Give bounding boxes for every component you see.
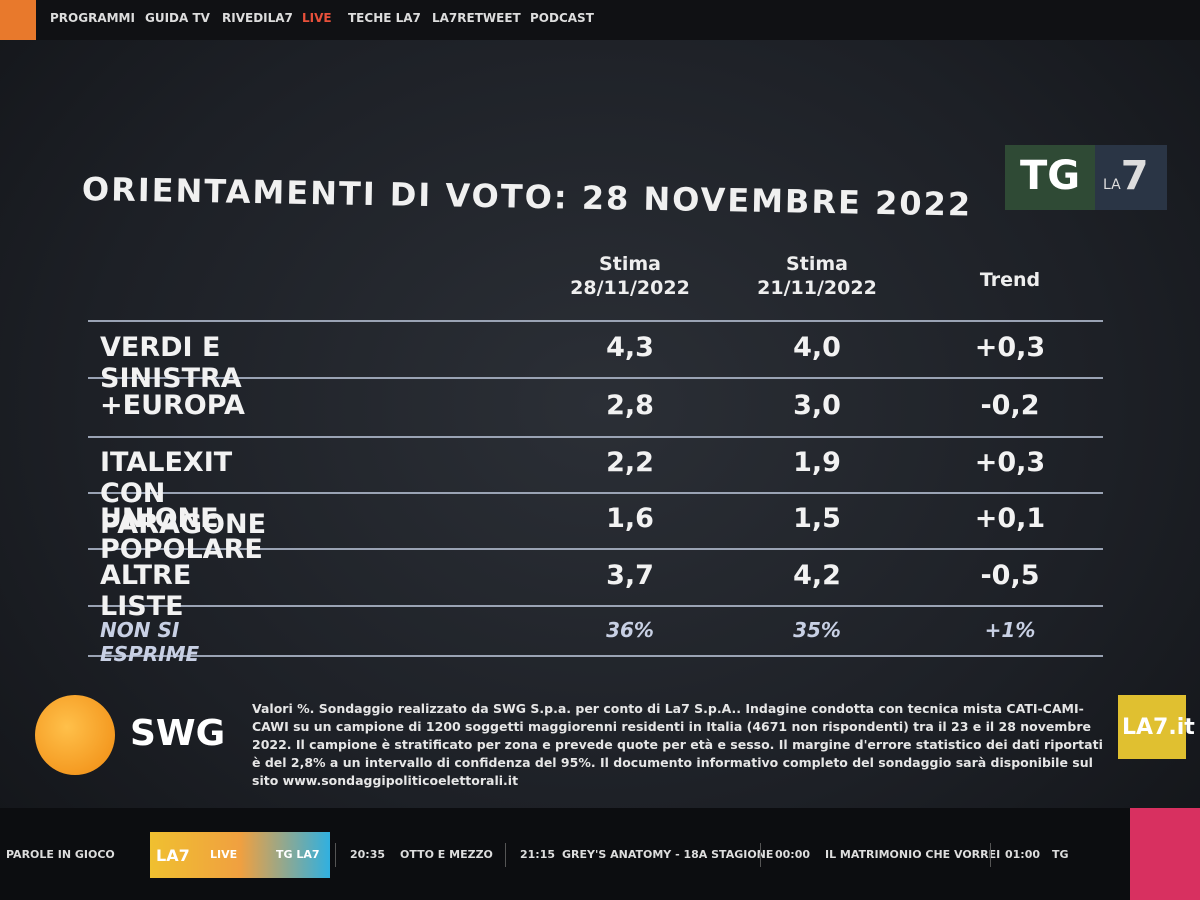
cell-value: 1,5 bbox=[793, 503, 841, 534]
schedule-time[interactable]: 00:00 bbox=[775, 848, 811, 861]
column-header-line: 21/11/2022 bbox=[757, 277, 877, 299]
cell-value: 4,0 bbox=[793, 331, 841, 363]
separator bbox=[505, 843, 506, 867]
cell-value: +0,3 bbox=[974, 447, 1046, 478]
pink-tab[interactable] bbox=[1130, 808, 1200, 900]
cell-value: -0,5 bbox=[980, 559, 1040, 591]
cell-party: ALTRE LISTE bbox=[100, 559, 192, 622]
nav-item[interactable]: PROGRAMMI bbox=[50, 11, 135, 25]
corner-logo: LA7.it bbox=[1118, 695, 1195, 759]
live-box[interactable]: LA7 LIVE TG LA7 bbox=[150, 832, 330, 878]
logo-la7: LA7 bbox=[1095, 145, 1167, 210]
row-divider bbox=[88, 377, 1103, 379]
schedule-time[interactable]: 01:00 bbox=[1005, 848, 1041, 861]
column-header-line: 28/11/2022 bbox=[570, 277, 690, 299]
nav-item[interactable]: LIVE bbox=[302, 11, 332, 25]
column-header: Trend bbox=[925, 268, 1095, 292]
corner-it: .it bbox=[1168, 715, 1195, 740]
swg-logo: SWG bbox=[35, 695, 235, 775]
schedule-bar: PAROLE IN GIOCO LA7 LIVE TG LA7 20:35 OTT… bbox=[0, 808, 1200, 900]
cell-value: 4,2 bbox=[793, 559, 841, 591]
cell-value: 4,3 bbox=[606, 331, 654, 363]
nav-item[interactable]: RIVEDILA7 bbox=[222, 11, 293, 25]
live-logo: LA7 bbox=[156, 846, 190, 865]
schedule-title[interactable]: IL MATRIMONIO CHE VORREI bbox=[825, 848, 1001, 861]
cell-value: -0,2 bbox=[980, 389, 1040, 421]
title: ORIENTAMENTI DI VOTO: 28 NOVEMBRE 2022 bbox=[81, 170, 973, 224]
cell-party: +EUROPA bbox=[100, 389, 245, 421]
swg-ball bbox=[35, 695, 115, 775]
cell-party: UNIONE POPOLARE bbox=[100, 503, 263, 565]
footnote: Valori %. Sondaggio realizzato da SWG S.… bbox=[252, 701, 1103, 788]
column-header: Stima 28/11/2022 bbox=[545, 252, 715, 300]
nav-bar: PROGRAMMI GUIDA TV RIVEDILA7 LIVE TECHE LA7 L… bbox=[0, 0, 1200, 40]
nav-item[interactable]: TECHE LA7 bbox=[348, 11, 421, 25]
corner-la7: LA7 bbox=[1122, 715, 1169, 740]
cell-value: +0,3 bbox=[974, 331, 1046, 363]
cell-value: 3,7 bbox=[606, 559, 654, 591]
cell-value: 1,9 bbox=[793, 447, 841, 478]
cell-party: NON SI ESPRIME bbox=[100, 618, 200, 666]
logo-7: 7 bbox=[1120, 153, 1149, 199]
cell-party: VERDI E SINISTRA bbox=[100, 331, 242, 394]
tg-logo: TG LA7 bbox=[1005, 145, 1167, 210]
row-divider bbox=[88, 548, 1103, 550]
cell-value: 36% bbox=[606, 618, 654, 642]
schedule-title[interactable]: TG bbox=[1052, 848, 1069, 861]
cell-value: +0,1 bbox=[974, 503, 1046, 534]
logo-tg: TG bbox=[1005, 145, 1095, 210]
separator bbox=[760, 843, 761, 867]
schedule-time[interactable]: 20:35 bbox=[350, 848, 386, 861]
nav-item[interactable]: LA7RETWEET bbox=[432, 11, 521, 25]
current-show[interactable]: PAROLE IN GIOCO bbox=[6, 848, 115, 861]
cell-value: 1,6 bbox=[606, 503, 654, 534]
cell-value: 2,8 bbox=[606, 389, 654, 421]
column-header: Stima 21/11/2022 bbox=[732, 252, 902, 300]
cell-value: 35% bbox=[793, 618, 841, 642]
schedule-title[interactable]: OTTO E MEZZO bbox=[400, 848, 493, 861]
swg-text: SWG bbox=[130, 713, 226, 754]
site-logo[interactable] bbox=[0, 0, 36, 40]
separator bbox=[335, 843, 336, 867]
live-label: LIVE bbox=[210, 848, 238, 861]
column-header-line: Stima bbox=[786, 253, 848, 275]
column-header-line: Trend bbox=[979, 269, 1041, 291]
nav-item[interactable]: GUIDA TV bbox=[145, 11, 210, 25]
cell-value: +1% bbox=[984, 618, 1036, 642]
nav-item[interactable]: PODCAST bbox=[530, 11, 594, 25]
cell-party: ITALEXIT CON PARAGONE bbox=[100, 447, 267, 540]
schedule-title[interactable]: GREY'S ANATOMY - 18A STAGIONE bbox=[562, 848, 774, 861]
row-divider bbox=[88, 492, 1103, 494]
schedule-time[interactable]: 21:15 bbox=[520, 848, 556, 861]
cell-value: 2,2 bbox=[606, 447, 654, 478]
row-divider bbox=[88, 605, 1103, 607]
row-divider bbox=[88, 655, 1103, 657]
row-divider bbox=[88, 320, 1103, 322]
column-header-line: Stima bbox=[599, 253, 661, 275]
logo-la: LA bbox=[1103, 177, 1121, 193]
live-channel: TG LA7 bbox=[276, 848, 320, 861]
cell-value: 3,0 bbox=[793, 389, 841, 421]
separator bbox=[990, 843, 991, 867]
row-divider bbox=[88, 436, 1103, 438]
